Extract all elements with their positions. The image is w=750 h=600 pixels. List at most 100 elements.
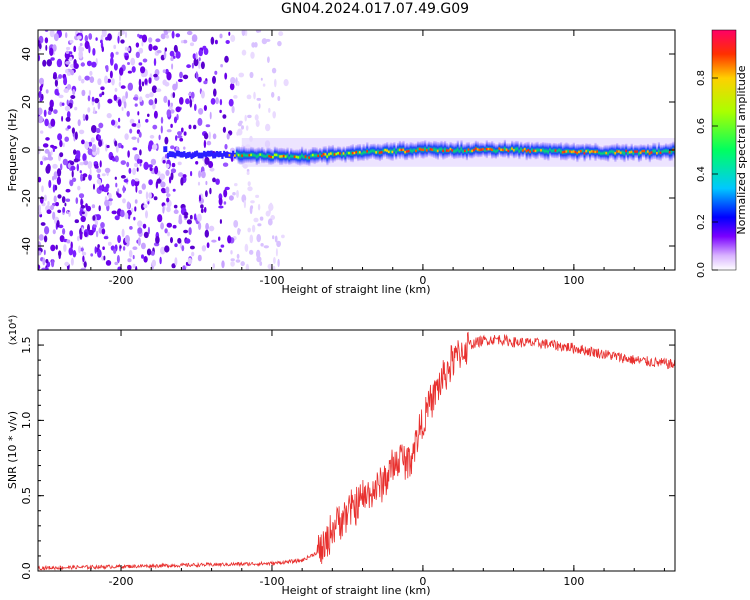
noise-speckle xyxy=(232,192,236,196)
noise-speckle xyxy=(45,259,49,264)
noise-speckle xyxy=(124,212,129,220)
noise-speckle xyxy=(151,259,156,267)
ridge-segment xyxy=(262,148,266,164)
noise-speckle xyxy=(165,34,169,39)
noise-speckle xyxy=(183,131,187,136)
noise-speckle xyxy=(236,253,240,259)
noise-speckle xyxy=(192,53,196,60)
ridge-segment xyxy=(371,143,374,158)
noise-speckle xyxy=(57,209,62,213)
noise-speckle xyxy=(120,160,127,166)
ridge-peak xyxy=(415,149,418,153)
noise-speckle xyxy=(40,130,44,134)
ridge-segment xyxy=(203,150,206,157)
noise-speckle xyxy=(233,220,239,228)
bottom-plot-frame xyxy=(37,329,676,572)
ridge-segment xyxy=(362,144,365,161)
noise-speckle xyxy=(274,78,277,88)
noise-speckle xyxy=(205,180,208,186)
noise-speckle xyxy=(79,162,85,166)
ridge-segment xyxy=(217,151,220,158)
noise-speckle xyxy=(258,103,261,109)
noise-speckle xyxy=(52,147,56,152)
noise-speckle xyxy=(219,248,222,253)
noise-speckle xyxy=(141,81,145,87)
noise-speckle xyxy=(104,167,111,173)
noise-speckle xyxy=(137,33,140,38)
noise-speckle xyxy=(94,165,99,169)
noise-speckle xyxy=(177,135,183,139)
noise-speckle xyxy=(80,62,86,67)
noise-speckle xyxy=(104,199,110,207)
noise-speckle xyxy=(70,69,75,76)
noise-speckle xyxy=(181,245,185,252)
noise-speckle xyxy=(87,107,91,113)
noise-speckle xyxy=(80,198,83,207)
noise-speckle xyxy=(164,245,170,253)
ridge-segment xyxy=(206,150,209,157)
ridge-segment xyxy=(192,152,195,159)
noise-speckle xyxy=(104,75,108,84)
ridge-segment xyxy=(201,152,204,159)
colorbar-tick-label: 0.2 xyxy=(696,214,707,230)
noise-speckle xyxy=(39,97,42,103)
noise-speckle xyxy=(143,204,148,209)
ridge-segment xyxy=(496,144,499,158)
noise-speckle xyxy=(205,124,211,128)
noise-speckle xyxy=(147,113,150,118)
noise-speckle xyxy=(138,190,143,194)
ridge-segment xyxy=(290,148,293,165)
noise-speckle xyxy=(160,116,164,124)
noise-speckle xyxy=(122,198,126,204)
noise-speckle xyxy=(215,97,219,105)
noise-speckle xyxy=(46,209,52,214)
noise-speckle xyxy=(135,51,140,58)
noise-speckle xyxy=(53,171,58,180)
ridge-segment xyxy=(612,144,615,160)
noise-speckle xyxy=(58,94,64,99)
noise-speckle xyxy=(170,168,177,174)
noise-speckle xyxy=(230,34,236,43)
noise-speckle xyxy=(163,50,167,59)
ridge-segment xyxy=(172,151,175,158)
noise-speckle xyxy=(177,131,182,136)
ridge-segment xyxy=(549,142,552,157)
ridge-segment xyxy=(188,151,191,158)
noise-speckle xyxy=(212,75,216,84)
noise-speckle xyxy=(271,67,277,74)
chart-title: GN04.2024.017.07.49.G09 xyxy=(280,1,470,17)
noise-speckle xyxy=(177,172,184,177)
ridge-segment xyxy=(469,144,472,159)
noise-speckle xyxy=(65,188,71,193)
noise-speckle xyxy=(218,205,224,209)
noise-speckle xyxy=(197,117,203,126)
noise-speckle xyxy=(191,62,194,69)
ridge-segment xyxy=(632,146,635,161)
noise-speckle xyxy=(56,92,60,96)
noise-speckle xyxy=(167,231,170,237)
noise-speckle xyxy=(93,224,97,228)
ridge-segment xyxy=(663,144,666,158)
noise-speckle xyxy=(66,72,71,76)
noise-speckle xyxy=(45,89,49,94)
ridge-segment xyxy=(179,151,182,158)
noise-speckle xyxy=(190,171,193,177)
noise-speckle xyxy=(188,124,192,130)
noise-speckle xyxy=(228,31,231,36)
noise-speckle xyxy=(100,86,105,91)
ridge-segment xyxy=(558,143,561,158)
noise-speckle xyxy=(94,220,99,226)
ridge-segment xyxy=(243,146,246,164)
noise-speckle xyxy=(189,245,195,250)
noise-speckle xyxy=(53,109,58,114)
noise-speckle xyxy=(133,96,139,101)
noise-speckle xyxy=(193,57,199,67)
noise-speckle xyxy=(186,219,192,225)
noise-speckle xyxy=(147,226,150,235)
top-x-tick-label: 100 xyxy=(563,274,584,287)
noise-speckle xyxy=(57,194,62,199)
noise-speckle xyxy=(75,197,79,205)
ridge-peak xyxy=(259,153,263,156)
noise-speckle xyxy=(111,119,116,126)
noise-speckle xyxy=(42,257,46,266)
